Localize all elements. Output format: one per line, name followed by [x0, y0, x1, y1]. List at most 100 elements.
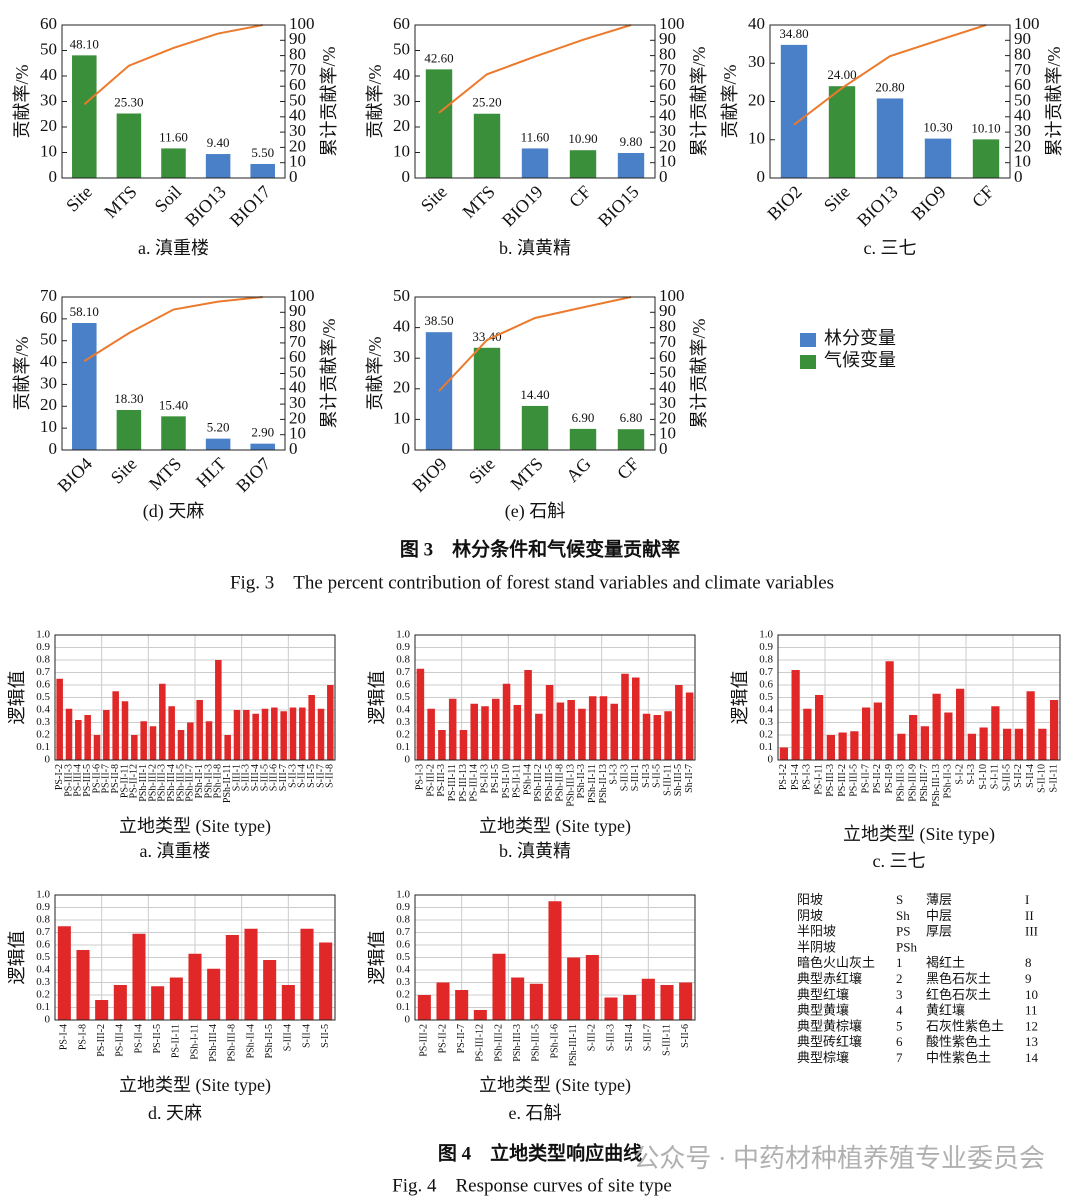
x-tick-label: PS-II-11 — [119, 764, 130, 798]
x-tick-label: BIO13 — [181, 182, 230, 231]
y2-tick-label: 60 — [659, 347, 676, 366]
x-tick-label: S-II-4 — [1025, 764, 1036, 788]
y-tick-label: 0.2 — [36, 989, 50, 1001]
y2-tick-label: 10 — [659, 424, 676, 443]
y-tick-label: 0.7 — [36, 666, 50, 678]
key-cell: 半阳坡 — [797, 924, 836, 939]
y-tick-label: 20 — [40, 395, 57, 414]
cumulative-line — [438, 24, 632, 114]
bar — [492, 698, 500, 760]
x-tick-label: PS-II-10 — [501, 764, 512, 798]
bar — [664, 711, 672, 760]
bar — [621, 673, 629, 760]
y-axis-label: 逻辑值 — [730, 671, 750, 725]
y-tick-label: 0.4 — [36, 704, 50, 716]
x-tick-label: PS-II-11 — [512, 764, 523, 798]
y-tick-label: 0.3 — [396, 976, 410, 988]
y-tick-label: 0.4 — [759, 704, 773, 716]
y-tick-label: 0.1 — [759, 741, 773, 753]
y-tick-label: 50 — [393, 39, 410, 58]
key-cell: III — [1025, 924, 1038, 939]
bar — [521, 148, 549, 178]
x-tick-label: BIO9 — [408, 454, 450, 496]
y2-tick-label: 90 — [289, 29, 306, 48]
y-tick-label: 0 — [49, 439, 58, 458]
y-tick-label: 0.9 — [36, 901, 50, 913]
bar — [168, 706, 175, 760]
value-label: 48.10 — [70, 36, 99, 51]
y2-tick-label: 20 — [659, 408, 676, 427]
y-tick-label: 0.5 — [396, 691, 410, 703]
value-label: 9.80 — [620, 134, 643, 149]
x-tick-label: PS-II-5 — [152, 1024, 163, 1053]
bar — [300, 928, 314, 1020]
bar — [944, 712, 953, 760]
y-tick-label: 70 — [40, 286, 57, 305]
key-cell: 12 — [1025, 1018, 1038, 1033]
bar — [438, 730, 446, 760]
x-tick-label: PSh-III-8 — [555, 764, 566, 802]
x-tick-label: S-III-2 — [587, 1024, 598, 1051]
key-cell: 7 — [896, 1050, 903, 1065]
bar — [327, 685, 334, 760]
bar — [112, 691, 119, 760]
x-tick-label: PSh-III-3 — [512, 1024, 523, 1062]
x-tick-label: PS-II-12 — [129, 764, 140, 798]
key-cell: 中层 — [926, 908, 952, 923]
y-tick-label: 0.3 — [759, 716, 773, 728]
plot-frame — [414, 24, 656, 179]
y2-tick-label: 50 — [1014, 90, 1031, 109]
bar — [299, 707, 306, 760]
x-tick-label: HLT — [192, 454, 230, 492]
key-cell: Sh — [896, 908, 910, 923]
bar — [1038, 728, 1047, 760]
x-tick-label: PSh-III-2 — [147, 764, 158, 802]
x-tick-label: PS-II-4 — [133, 1024, 144, 1053]
y-tick-label: 0.5 — [396, 951, 410, 963]
key-cell: 8 — [1025, 955, 1032, 970]
bar — [956, 688, 965, 760]
y-tick-label: 60 — [40, 308, 57, 327]
y-tick-label: 0.9 — [396, 641, 410, 653]
y-tick-label: 30 — [393, 347, 410, 366]
bar — [57, 926, 71, 1020]
y2-tick-label: 80 — [659, 45, 676, 64]
x-tick-label: PSh-III-5 — [531, 1024, 542, 1062]
value-label: 25.20 — [472, 95, 501, 110]
x-tick-label: PSh-II-3 — [203, 764, 214, 798]
bar — [924, 138, 952, 178]
bar — [569, 428, 597, 450]
x-tick-label: Site — [417, 182, 451, 216]
bar — [263, 960, 277, 1020]
bar — [103, 710, 110, 760]
value-label: 2.90 — [251, 425, 274, 440]
y2-tick-label: 10 — [659, 152, 676, 171]
bar — [121, 701, 129, 760]
x-tick-label: Site — [465, 454, 499, 488]
bar — [642, 713, 651, 760]
x-tick-label: PSh-II-6 — [549, 1024, 560, 1058]
bar — [791, 670, 800, 760]
y-tick-label: 30 — [40, 90, 57, 109]
x-tick-label: PSh-III-3 — [157, 764, 168, 802]
x-tick-label: BIO4 — [54, 454, 96, 496]
x-tick-label: PSh-I-4 — [522, 764, 533, 795]
bar — [897, 733, 906, 760]
bar — [481, 706, 489, 760]
x-tick-label: PS-III-5 — [82, 764, 93, 797]
x-tick-label: PS-I-4 — [790, 764, 801, 790]
x-tick-label: PS-II-11 — [171, 1024, 182, 1058]
key-cell: 阳坡 — [797, 892, 823, 907]
bar — [72, 55, 97, 178]
x-tick-label: S-II-4 — [301, 1024, 312, 1048]
fig3-title-en: Fig. 3 The percent contribution of fores… — [230, 572, 834, 593]
y-tick-label: 0.4 — [36, 964, 50, 976]
y2-tick-label: 20 — [659, 136, 676, 155]
y-tick-label: 10 — [40, 417, 57, 436]
plot-frame — [61, 296, 286, 451]
x-tick-label: PS-III-3 — [825, 764, 836, 797]
value-label: 6.80 — [620, 410, 643, 425]
y-tick-label: 0.6 — [36, 679, 50, 691]
x-tick-label: S-II-5 — [652, 764, 663, 788]
y2-tick-label: 20 — [289, 136, 306, 155]
